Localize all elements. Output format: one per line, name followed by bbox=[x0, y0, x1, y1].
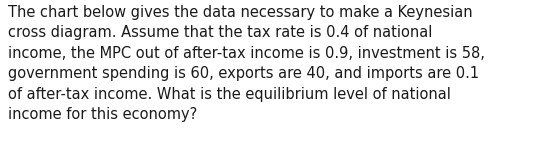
Text: The chart below gives the data necessary to make a Keynesian
cross diagram. Assu: The chart below gives the data necessary… bbox=[8, 5, 485, 122]
